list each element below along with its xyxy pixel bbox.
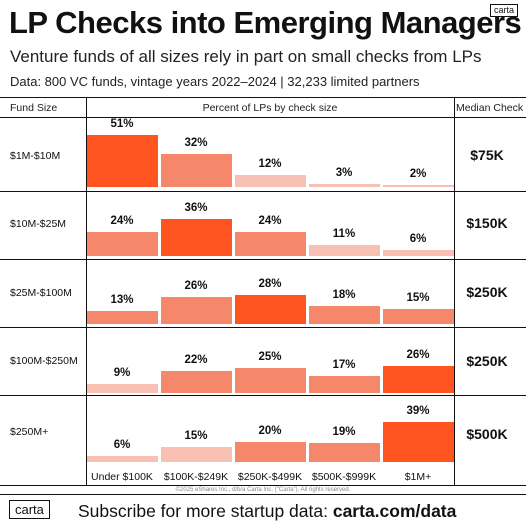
bar-value-label: 12% <box>258 158 282 170</box>
bar <box>309 306 380 324</box>
x-tick-label: Under $100K <box>91 471 153 483</box>
row-divider-2 <box>0 259 526 260</box>
bar-value-label: 24% <box>110 215 134 227</box>
bar <box>383 185 454 187</box>
bar-value-label: 6% <box>409 233 427 245</box>
bar-value-label: 28% <box>258 278 282 290</box>
bar <box>235 232 306 256</box>
bar-value-label: 20% <box>258 425 282 437</box>
bar-value-label: 17% <box>332 359 356 371</box>
median-check-value: $75K <box>470 147 504 163</box>
fund-size-label: $25M-$100M <box>10 287 72 299</box>
carta-logo[interactable]: carta <box>489 4 518 17</box>
bar-value-label: 3% <box>335 167 353 179</box>
bar <box>383 366 454 393</box>
bar-value-label: 2% <box>409 168 427 180</box>
bar <box>235 175 306 187</box>
bar-value-label: 26% <box>406 349 430 361</box>
x-tick-label: $500K-$999K <box>311 471 377 483</box>
bar <box>383 250 454 256</box>
bar-value-label: 13% <box>110 294 134 306</box>
bar <box>309 184 380 187</box>
bar <box>309 245 380 256</box>
subscribe-cta: Subscribe for more startup data: carta.c… <box>78 501 456 522</box>
bar <box>235 295 306 324</box>
row-divider-1 <box>0 191 526 192</box>
bar <box>161 371 232 393</box>
subtitle: Venture funds of all sizes rely in part … <box>10 47 482 66</box>
left-column-divider <box>86 97 87 485</box>
bar <box>309 443 380 462</box>
header-top-rule <box>0 97 526 98</box>
bar <box>87 232 158 256</box>
footer-rule <box>0 494 526 495</box>
bar <box>235 368 306 393</box>
x-tick-label: $100K-$249K <box>163 471 229 483</box>
bar-value-label: 15% <box>406 292 430 304</box>
bar <box>383 309 454 324</box>
carta-data-link[interactable]: carta.com/data <box>332 501 457 521</box>
bar-value-label: 22% <box>184 354 208 366</box>
median-check-value: $250K <box>466 353 508 369</box>
header-bottom-rule <box>0 117 526 118</box>
fund-size-header: Fund Size <box>10 102 58 114</box>
bar-value-label: 36% <box>184 202 208 214</box>
bar <box>87 384 158 393</box>
bar-value-label: 9% <box>113 367 131 379</box>
bar-value-label: 18% <box>332 289 356 301</box>
bar-value-label: 39% <box>406 405 430 417</box>
median-check-header: Median Check <box>456 102 524 114</box>
page-title: LP Checks into Emerging Managers <box>9 5 522 40</box>
bar-value-label: 15% <box>184 430 208 442</box>
x-tick-label: $1M+ <box>404 471 432 483</box>
bar <box>383 422 454 462</box>
fund-size-label: $10M-$25M <box>10 218 67 230</box>
percent-header: Percent of LPs by check size <box>202 102 338 114</box>
bar-value-label: 24% <box>258 215 282 227</box>
bar <box>87 311 158 324</box>
bar-value-label: 25% <box>258 351 282 363</box>
bar-value-label: 6% <box>113 439 131 451</box>
fund-size-label: $1M-$10M <box>10 150 61 162</box>
footer-carta-logo[interactable]: carta <box>9 500 50 519</box>
right-column-divider <box>454 97 455 485</box>
bar-value-label: 11% <box>332 228 356 240</box>
data-note: Data: 800 VC funds, vintage years 2022–2… <box>10 74 420 89</box>
bar <box>87 456 158 462</box>
chart-bottom-rule <box>0 485 526 486</box>
x-tick-label: $250K-$499K <box>237 471 303 483</box>
median-check-value: $150K <box>466 215 508 231</box>
bar <box>161 154 232 187</box>
bar <box>235 442 306 462</box>
median-check-value: $500K <box>466 426 508 442</box>
bar <box>87 135 158 187</box>
bar-value-label: 19% <box>332 426 356 438</box>
bar-value-label: 26% <box>184 280 208 292</box>
median-check-value: $250K <box>466 284 508 300</box>
copyright-notice: ©2025 eShares Inc., d/b/a Carta Inc. ("C… <box>175 487 351 493</box>
bar <box>161 447 232 462</box>
bar <box>161 219 232 256</box>
fund-size-label: $100M-$250M <box>10 355 78 367</box>
row-divider-3 <box>0 327 526 328</box>
bar <box>161 297 232 324</box>
fund-size-label: $250M+ <box>10 426 49 438</box>
bar <box>309 376 380 393</box>
row-divider-4 <box>0 395 526 396</box>
bar-value-label: 32% <box>184 137 208 149</box>
bar-value-label: 51% <box>110 118 134 130</box>
subscribe-cta-prefix: Subscribe for more startup data: <box>78 501 333 521</box>
